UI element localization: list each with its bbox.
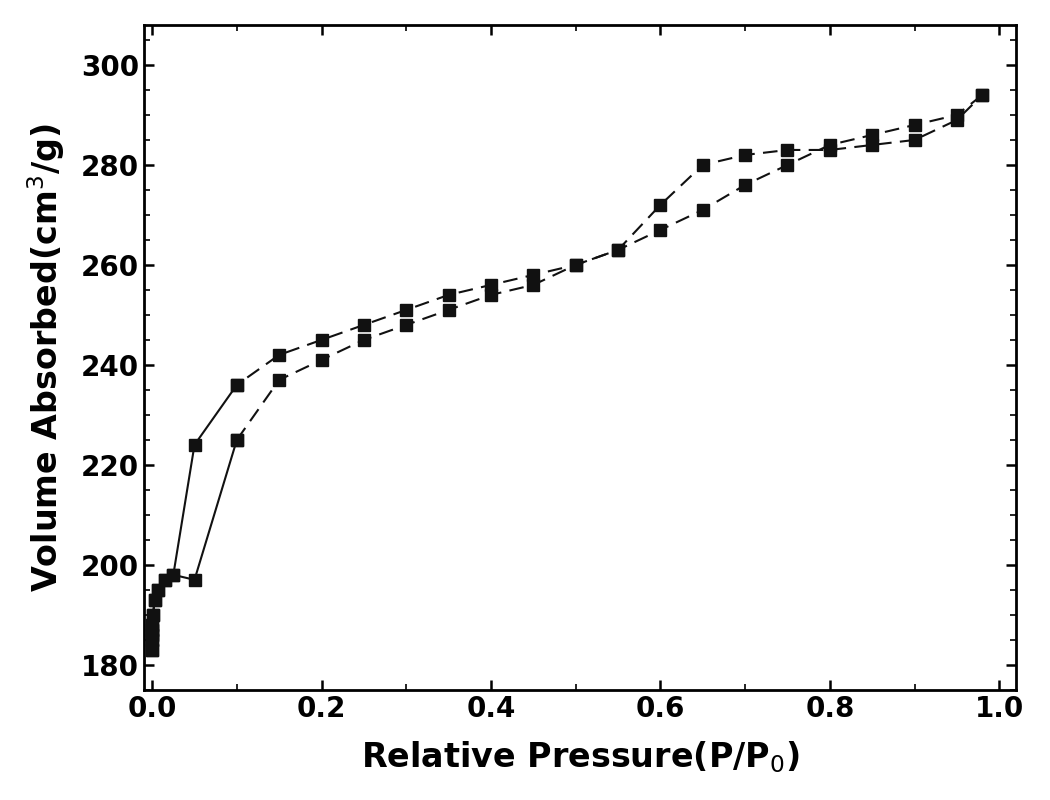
X-axis label: Relative Pressure(P/P$_0$): Relative Pressure(P/P$_0$): [360, 739, 799, 775]
Y-axis label: Volume Absorbed(cm$^3$/g): Volume Absorbed(cm$^3$/g): [25, 123, 67, 592]
